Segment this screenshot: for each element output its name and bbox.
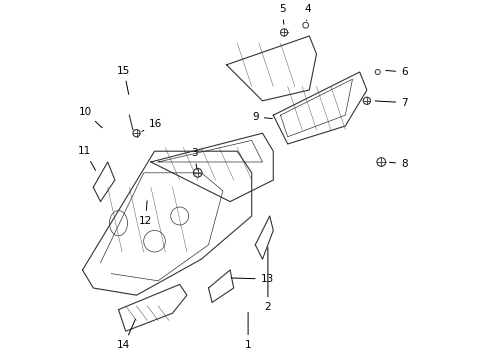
Text: 2: 2	[264, 248, 271, 312]
Text: 7: 7	[374, 98, 407, 108]
Text: 8: 8	[388, 159, 407, 169]
Text: 16: 16	[142, 119, 162, 131]
Text: 1: 1	[244, 312, 251, 350]
Text: 4: 4	[304, 4, 310, 21]
Text: 11: 11	[78, 146, 95, 170]
Text: 10: 10	[78, 107, 102, 128]
Text: 6: 6	[385, 67, 407, 77]
Text: 9: 9	[252, 112, 272, 122]
Text: 14: 14	[117, 319, 135, 350]
Text: 12: 12	[139, 201, 152, 226]
Text: 5: 5	[279, 4, 285, 24]
Text: 3: 3	[190, 148, 197, 170]
Text: 15: 15	[117, 66, 130, 94]
Text: 13: 13	[231, 274, 273, 284]
